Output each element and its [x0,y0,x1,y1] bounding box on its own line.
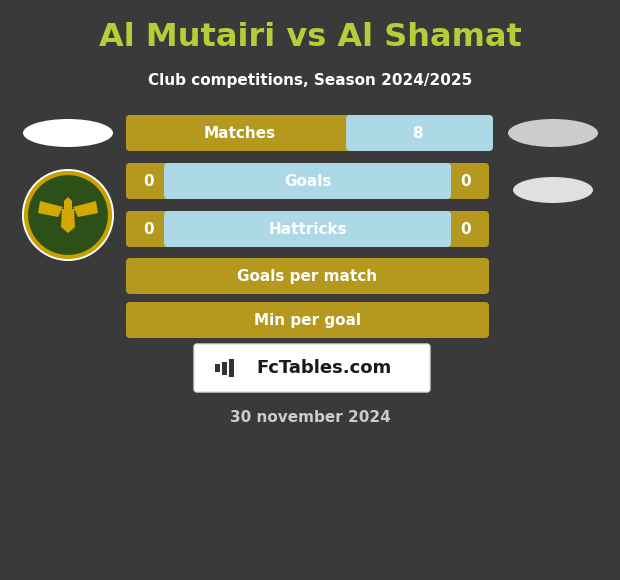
Bar [350,119,358,147]
Text: 8: 8 [412,125,423,140]
Polygon shape [64,197,72,209]
Circle shape [22,169,114,261]
Text: Goals per match: Goals per match [237,269,378,284]
Text: Min per goal: Min per goal [254,313,361,328]
FancyBboxPatch shape [164,163,451,199]
Bar [439,167,447,195]
Text: Matches: Matches [204,125,276,140]
FancyBboxPatch shape [346,115,493,151]
FancyBboxPatch shape [164,211,451,247]
Bar [168,167,176,195]
Text: 0: 0 [461,173,471,188]
Circle shape [26,173,110,257]
Text: FcTables.com: FcTables.com [257,359,392,377]
Text: Hattricks: Hattricks [268,222,347,237]
Polygon shape [61,209,75,233]
FancyBboxPatch shape [126,163,489,199]
Bar [439,215,447,243]
Bar [229,359,234,377]
Polygon shape [38,201,63,217]
Ellipse shape [508,119,598,147]
Text: Club competitions, Season 2024/2025: Club competitions, Season 2024/2025 [148,72,472,88]
Bar [215,364,220,372]
Text: 30 november 2024: 30 november 2024 [229,411,391,426]
Text: 0: 0 [144,173,154,188]
FancyBboxPatch shape [194,344,430,392]
Polygon shape [73,201,98,217]
FancyBboxPatch shape [126,115,489,151]
Bar [222,361,227,375]
Ellipse shape [513,177,593,203]
Text: 0: 0 [144,222,154,237]
FancyBboxPatch shape [126,211,489,247]
FancyBboxPatch shape [126,302,489,338]
Text: Goals: Goals [284,173,331,188]
Text: 0: 0 [461,222,471,237]
FancyBboxPatch shape [126,258,489,294]
Text: Al Mutairi vs Al Shamat: Al Mutairi vs Al Shamat [99,23,521,53]
Bar [168,215,176,243]
Ellipse shape [23,119,113,147]
